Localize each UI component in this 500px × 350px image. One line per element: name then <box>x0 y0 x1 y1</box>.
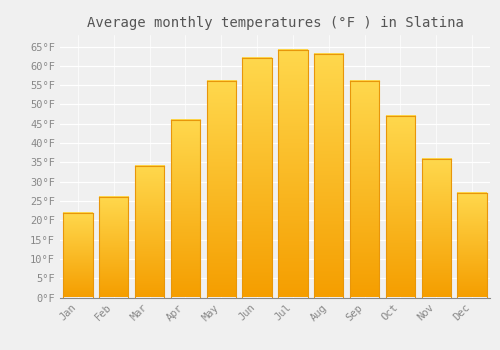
Title: Average monthly temperatures (°F ) in Slatina: Average monthly temperatures (°F ) in Sl… <box>86 16 464 30</box>
